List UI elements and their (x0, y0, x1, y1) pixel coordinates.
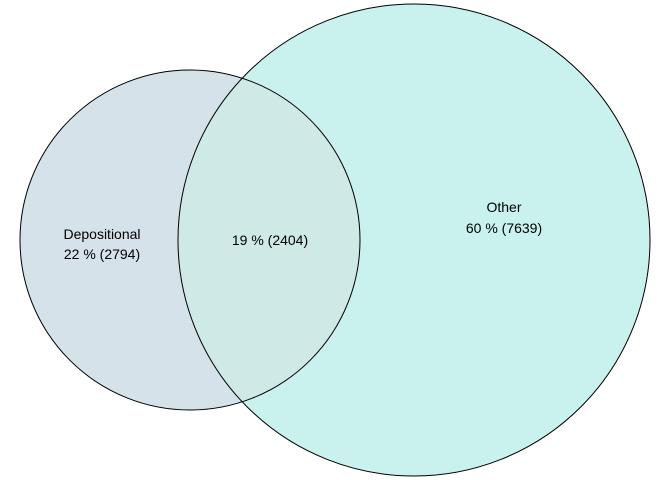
left-set-name: Depositional (63, 226, 140, 242)
right-set-value: 60 % (7639) (466, 220, 542, 236)
left-set-value: 22 % (2794) (64, 246, 140, 262)
overlap-value: 19 % (2404) (232, 232, 308, 248)
left-set-outline (19, 69, 361, 411)
right-set-outline (177, 3, 651, 477)
right-set-name: Other (486, 199, 521, 215)
overlap-region (178, 70, 360, 410)
